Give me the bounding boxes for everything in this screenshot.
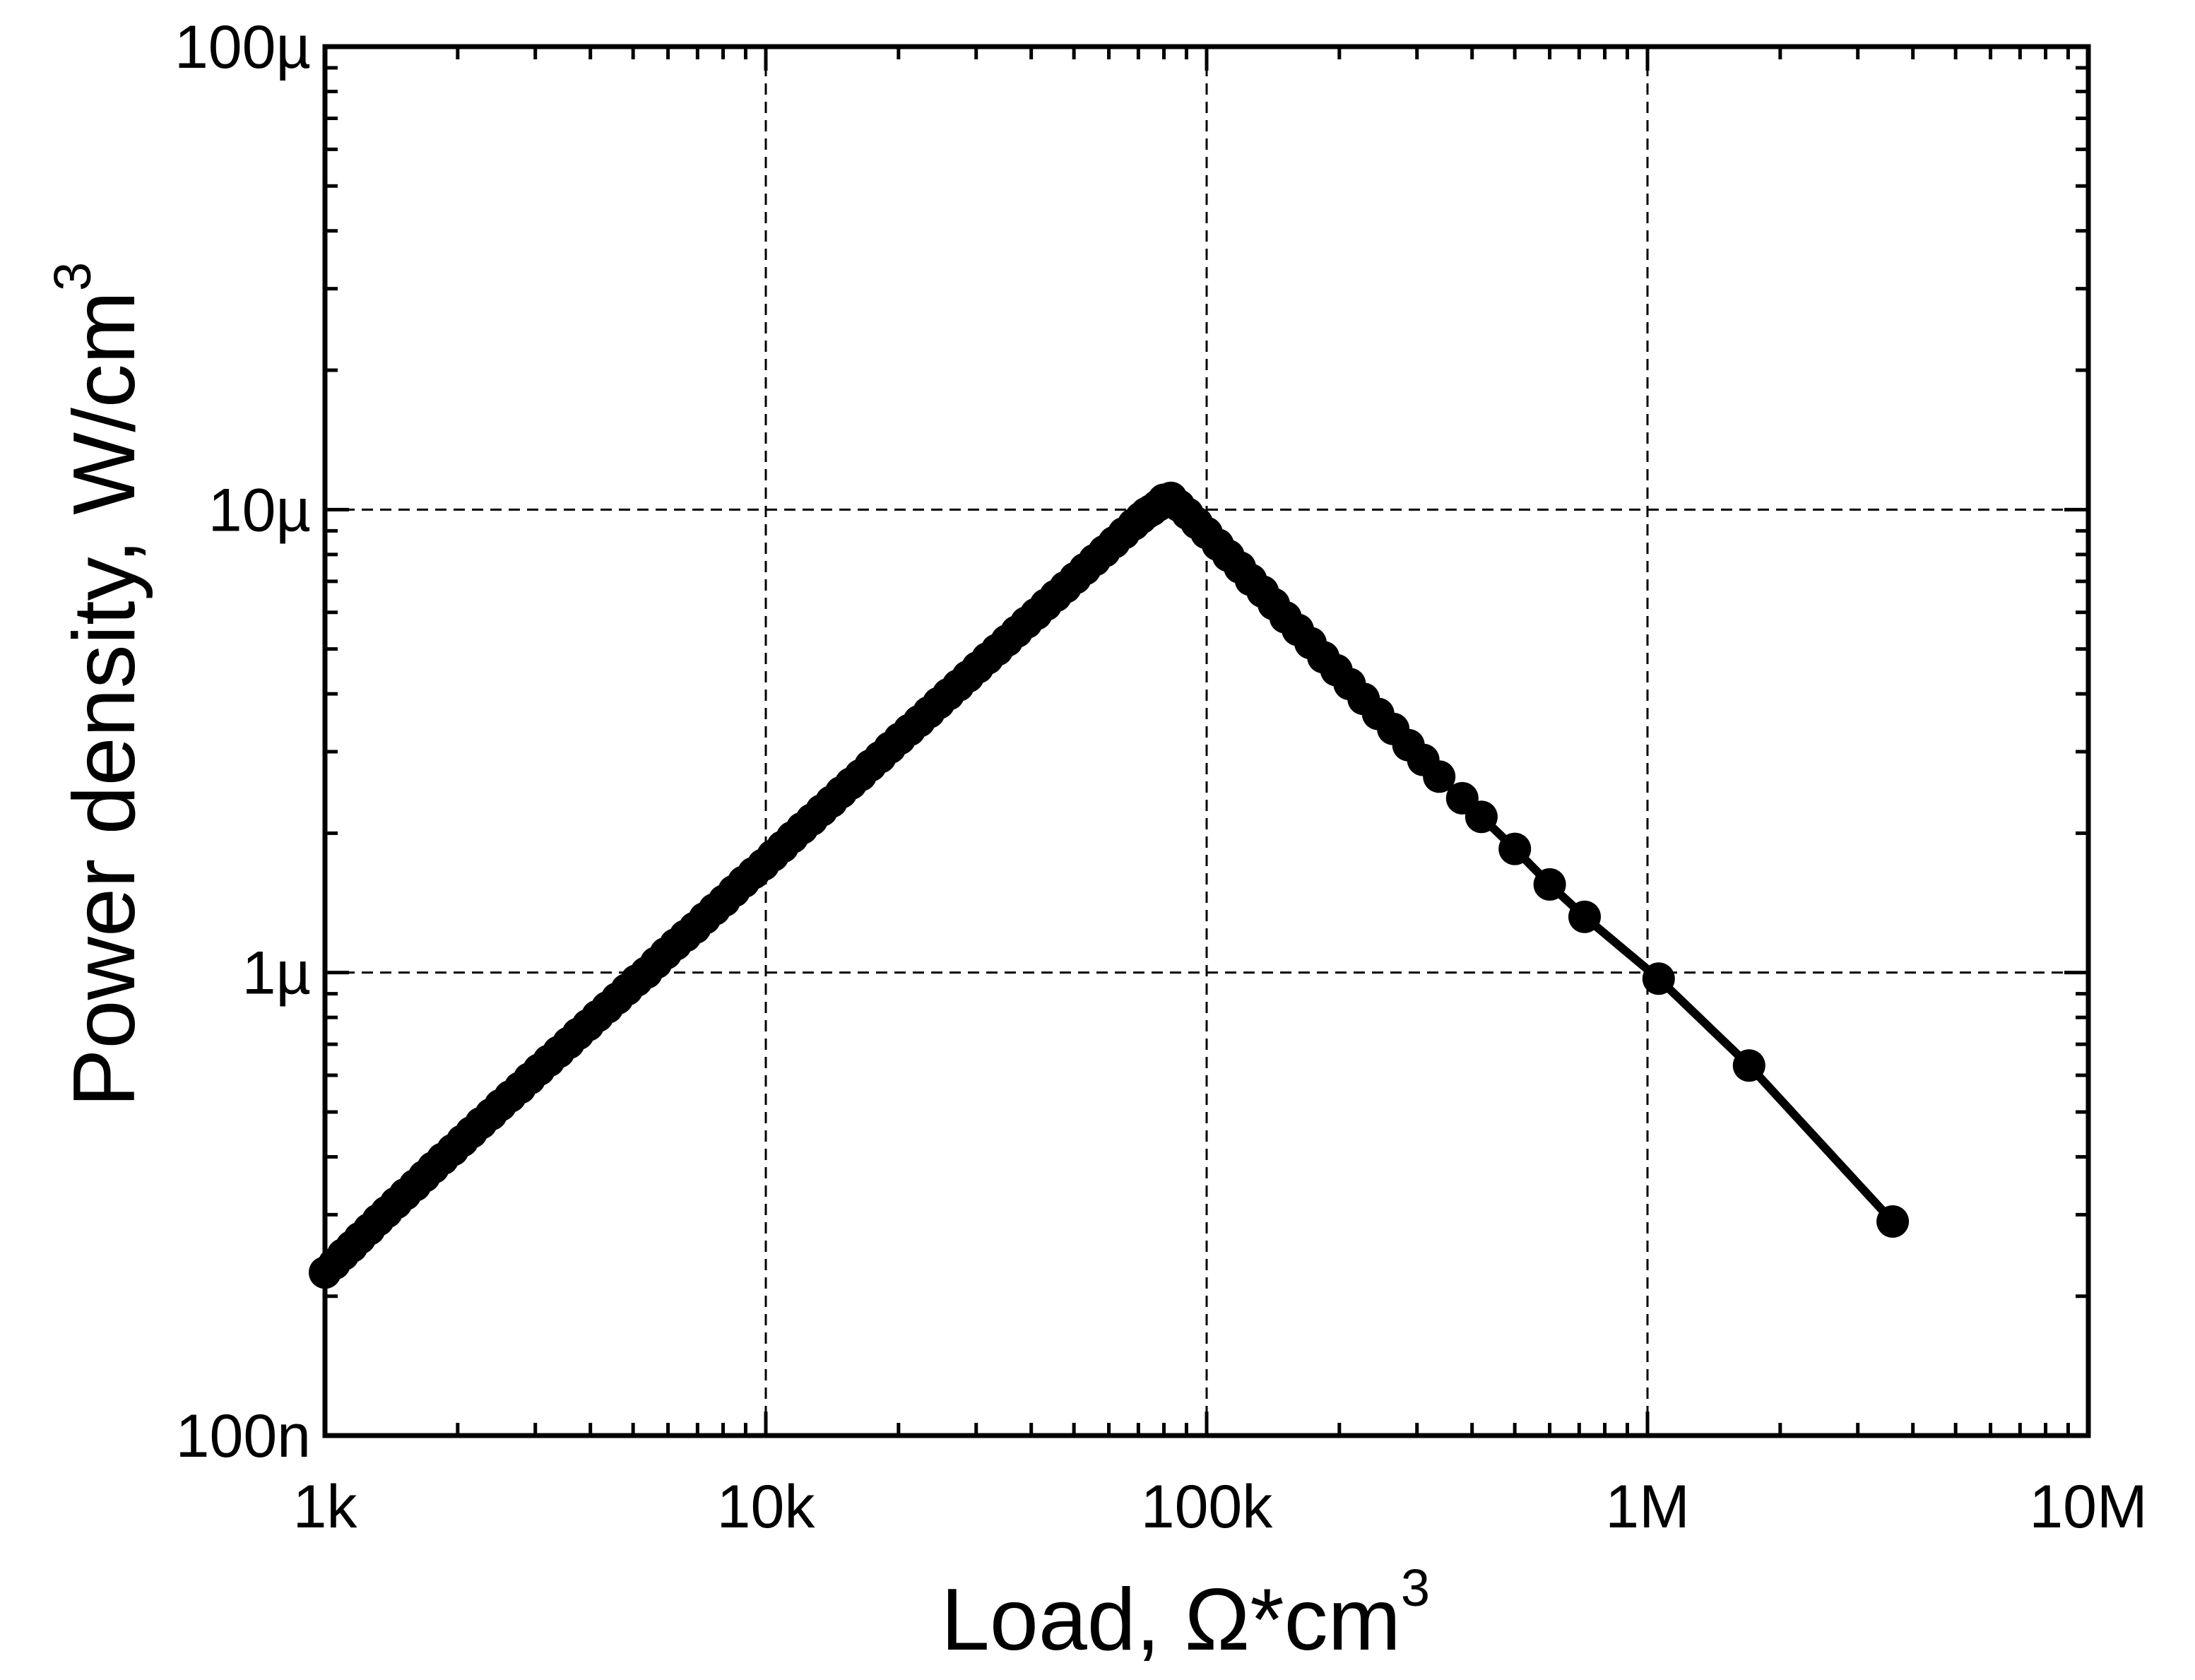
data-point [1498, 832, 1532, 865]
x-axis-title: Load, Ω*cm3 [941, 1558, 1430, 1669]
x-axis-title-superscript: 3 [1401, 1558, 1430, 1617]
y-tick-label: 100µ [174, 13, 311, 81]
data-point [1533, 868, 1566, 901]
data-point [1732, 1049, 1765, 1082]
y-axis-title: Power density, W/cm3 [43, 262, 153, 1107]
data-point [1568, 900, 1601, 933]
data-point [1876, 1205, 1910, 1238]
x-tick-label: 1M [1605, 1473, 1689, 1541]
y-tick-label: 100n [176, 1402, 311, 1470]
x-tick-label: 1k [293, 1473, 358, 1541]
data-point [1642, 962, 1675, 995]
y-axis-title-text: Power density, W/cm [56, 291, 153, 1107]
x-tick-label: 100k [1141, 1473, 1273, 1541]
y-tick-label: 10µ [208, 476, 311, 544]
x-tick-label: 10M [2029, 1473, 2147, 1541]
x-axis-title-text: Load, Ω*cm [941, 1571, 1401, 1669]
series [309, 481, 1910, 1289]
y-axis-title-superscript: 3 [43, 262, 102, 291]
plot-frame [322, 44, 2091, 1438]
data-point [1423, 760, 1456, 793]
tick-labels: 1k 10k 100k 1M 10M 100n 1µ 10µ 100µ [174, 13, 2148, 1541]
y-tick-label: 1µ [242, 940, 311, 1007]
series-line [321, 493, 1896, 1276]
x-tick-label: 10k [717, 1473, 816, 1541]
data-point [1465, 800, 1498, 834]
grid [325, 47, 2088, 1436]
